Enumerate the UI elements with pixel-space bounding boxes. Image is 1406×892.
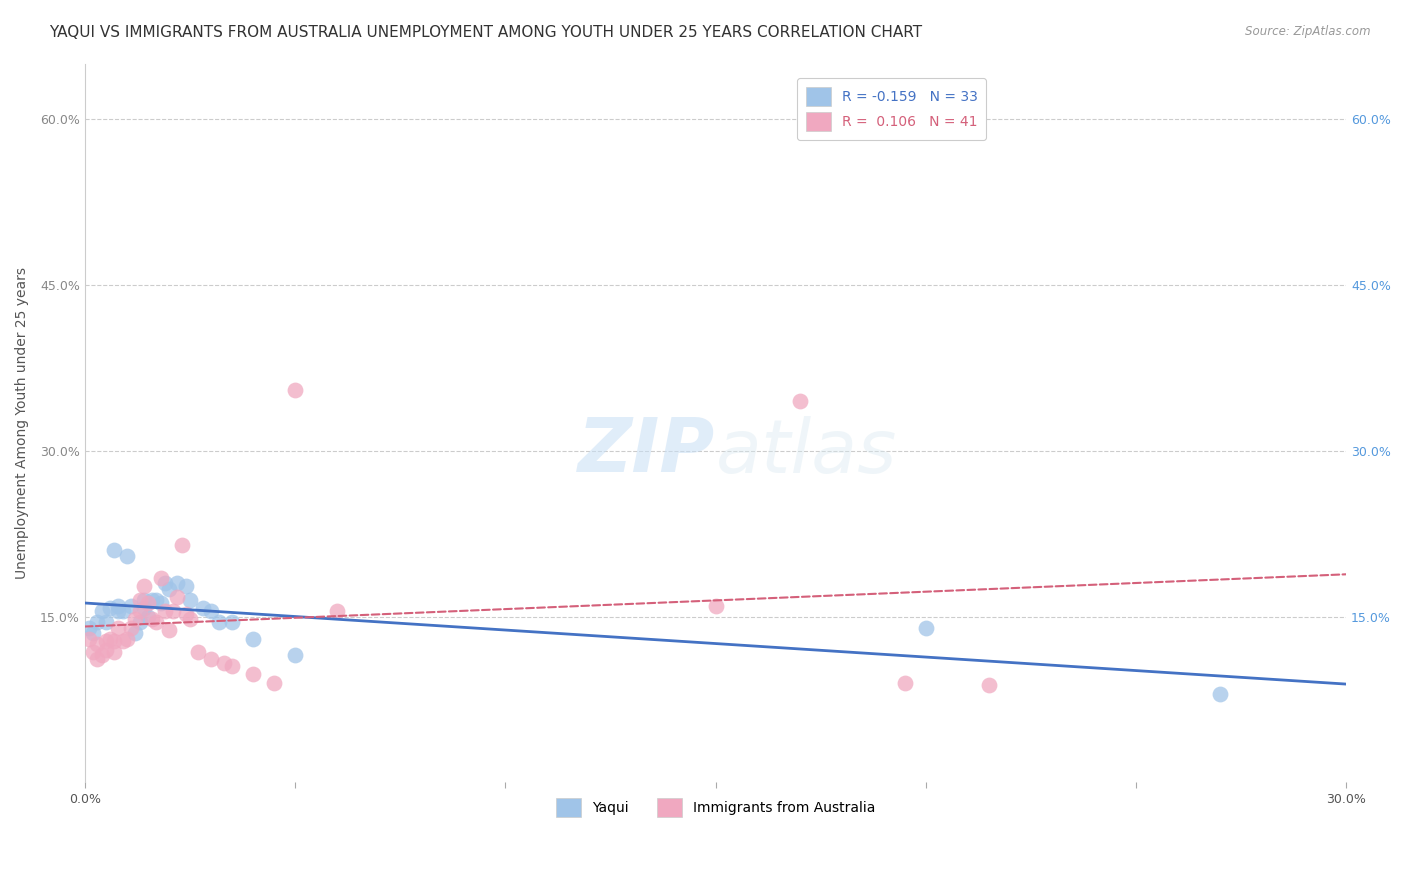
Point bbox=[200, 604, 222, 618]
Point bbox=[242, 632, 264, 646]
Point bbox=[141, 612, 163, 626]
Point bbox=[103, 633, 125, 648]
Point bbox=[115, 632, 138, 646]
Point bbox=[86, 651, 108, 665]
Point bbox=[789, 394, 811, 409]
Point bbox=[128, 593, 150, 607]
Point bbox=[77, 632, 100, 646]
Point bbox=[115, 549, 138, 563]
Point bbox=[704, 599, 727, 613]
Point bbox=[82, 626, 104, 640]
Point bbox=[132, 600, 155, 615]
Point bbox=[132, 593, 155, 607]
Point bbox=[128, 615, 150, 629]
Point bbox=[107, 604, 129, 618]
Point bbox=[914, 621, 936, 635]
Point bbox=[111, 604, 134, 618]
Point bbox=[86, 637, 108, 651]
Point bbox=[132, 579, 155, 593]
Point bbox=[153, 576, 176, 591]
Text: Source: ZipAtlas.com: Source: ZipAtlas.com bbox=[1246, 25, 1371, 38]
Point bbox=[200, 651, 222, 665]
Point bbox=[103, 543, 125, 558]
Point bbox=[162, 604, 184, 618]
Point bbox=[136, 596, 159, 610]
Point bbox=[242, 667, 264, 681]
Point bbox=[98, 600, 121, 615]
Point bbox=[191, 600, 214, 615]
Point bbox=[124, 626, 146, 640]
Point bbox=[98, 632, 121, 646]
Point bbox=[77, 621, 100, 635]
Point bbox=[263, 676, 285, 690]
Text: ZIP: ZIP bbox=[578, 416, 716, 489]
Text: atlas: atlas bbox=[716, 416, 897, 488]
Point bbox=[136, 609, 159, 624]
Point bbox=[94, 642, 117, 657]
Y-axis label: Unemployment Among Youth under 25 years: Unemployment Among Youth under 25 years bbox=[15, 268, 30, 579]
Point bbox=[103, 645, 125, 659]
Point bbox=[157, 582, 180, 596]
Point bbox=[326, 604, 349, 618]
Point bbox=[977, 678, 1000, 692]
Point bbox=[157, 623, 180, 637]
Point bbox=[170, 538, 193, 552]
Point bbox=[107, 599, 129, 613]
Point bbox=[166, 576, 188, 591]
Point bbox=[221, 659, 243, 673]
Point bbox=[1209, 687, 1232, 701]
Point bbox=[149, 596, 172, 610]
Point bbox=[212, 656, 235, 670]
Legend: Yaqui, Immigrants from Australia: Yaqui, Immigrants from Australia bbox=[548, 789, 883, 826]
Point bbox=[94, 615, 117, 629]
Point bbox=[153, 604, 176, 618]
Point bbox=[90, 648, 112, 663]
Point bbox=[145, 593, 167, 607]
Point bbox=[179, 593, 201, 607]
Point bbox=[174, 607, 197, 622]
Point bbox=[894, 676, 917, 690]
Point bbox=[120, 599, 142, 613]
Point bbox=[166, 590, 188, 604]
Point bbox=[174, 579, 197, 593]
Point bbox=[141, 593, 163, 607]
Point bbox=[86, 615, 108, 629]
Point bbox=[284, 383, 307, 397]
Point bbox=[208, 615, 231, 629]
Point bbox=[94, 633, 117, 648]
Point bbox=[221, 615, 243, 629]
Point bbox=[145, 615, 167, 629]
Point bbox=[149, 571, 172, 585]
Point bbox=[82, 645, 104, 659]
Point bbox=[90, 604, 112, 618]
Point bbox=[120, 621, 142, 635]
Point bbox=[128, 604, 150, 618]
Point bbox=[124, 612, 146, 626]
Point bbox=[187, 645, 209, 659]
Point bbox=[107, 621, 129, 635]
Point bbox=[179, 612, 201, 626]
Point bbox=[284, 648, 307, 663]
Point bbox=[111, 633, 134, 648]
Text: YAQUI VS IMMIGRANTS FROM AUSTRALIA UNEMPLOYMENT AMONG YOUTH UNDER 25 YEARS CORRE: YAQUI VS IMMIGRANTS FROM AUSTRALIA UNEMP… bbox=[49, 25, 922, 40]
